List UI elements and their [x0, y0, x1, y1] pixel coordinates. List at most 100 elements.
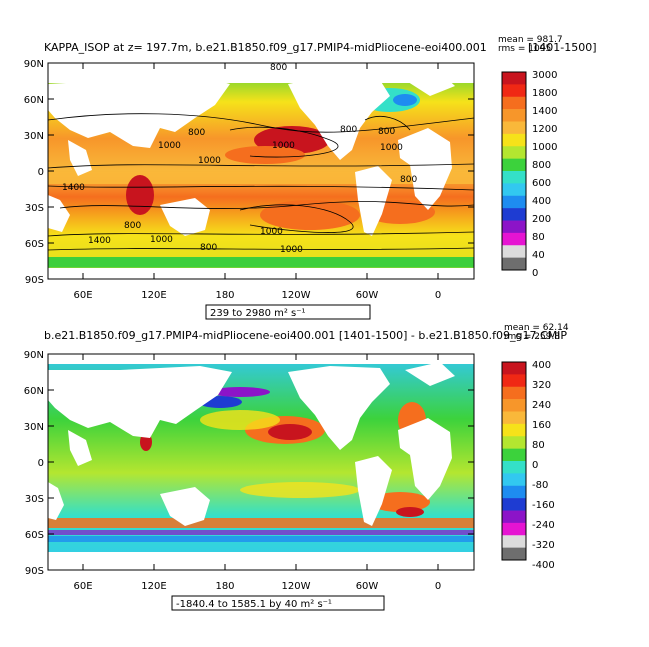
- panel2-rms: rms = 259.8: [504, 332, 560, 342]
- y-tick-label: 30S: [25, 494, 44, 505]
- colorbar-label: 400: [532, 360, 551, 371]
- panel2-sopac-yellow: [240, 482, 360, 498]
- panel2-npac-yellow: [200, 410, 280, 430]
- colorbar-label: 1400: [532, 106, 557, 117]
- colorbar-swatch: [502, 374, 526, 388]
- panel1-contours: [47, 113, 475, 251]
- panel1-colorbar-labels: 3000 1800 1400 1200 1000 800 600 400 200…: [532, 70, 557, 279]
- colorbar-swatch: [502, 362, 526, 375]
- colorbar-swatch: [502, 535, 526, 548]
- panel2-range-box: [171, 595, 385, 611]
- y-tick-label: 60N: [24, 386, 44, 397]
- colorbar-swatch: [502, 257, 526, 271]
- colorbar-label: -80: [532, 480, 548, 491]
- contour-label: 800: [188, 128, 205, 138]
- y-tick-label: 30N: [24, 131, 44, 142]
- colorbar-swatch: [502, 183, 526, 197]
- panel1-range-box: [205, 304, 371, 320]
- contour-label: 1000: [150, 235, 173, 245]
- colorbar-swatch: [502, 96, 526, 110]
- colorbar-label: -400: [532, 560, 555, 571]
- contour-label: 1000: [260, 227, 283, 237]
- colorbar-swatch: [502, 171, 526, 184]
- colorbar-swatch: [502, 121, 526, 135]
- x-tick-label: 120E: [141, 581, 166, 592]
- colorbar-swatch: [502, 399, 526, 412]
- x-tick-label: 120E: [141, 290, 166, 301]
- colorbar-label: 40: [532, 250, 545, 261]
- colorbar-label: 3000: [532, 70, 557, 81]
- colorbar-label: 1800: [532, 88, 557, 99]
- panel1-rms: rms = 1095: [498, 44, 551, 54]
- panel1-mean: mean = 981.7: [498, 35, 563, 45]
- colorbar-swatch: [502, 522, 526, 536]
- colorbar-swatch: [502, 232, 526, 246]
- colorbar-label: 0: [532, 460, 538, 471]
- y-tick-label: 30S: [25, 203, 44, 214]
- colorbar-label: -160: [532, 500, 555, 511]
- colorbar-swatch: [502, 436, 526, 449]
- y-tick-label: 0: [38, 458, 44, 469]
- colorbar-swatch: [502, 72, 526, 85]
- panel2-arctic-neg: [210, 387, 270, 397]
- colorbar-swatch: [502, 510, 526, 524]
- panel1-colorbar: [501, 71, 527, 271]
- y-tick-label: 60N: [24, 95, 44, 106]
- colorbar-swatch: [502, 84, 526, 98]
- x-tick-label: 60E: [73, 290, 92, 301]
- y-tick-label: 0: [38, 167, 44, 178]
- contour-label: 800: [124, 221, 141, 231]
- panel2-satl-max: [370, 492, 430, 512]
- panel1-y-labels: 90N 60N 30N 0 30S 60S 90S: [24, 59, 44, 286]
- panel2-mean: mean = 62.14: [504, 323, 569, 333]
- colorbar-frame: [501, 71, 527, 271]
- y-tick-label: 60S: [25, 239, 44, 250]
- colorbar-label: 320: [532, 380, 551, 391]
- y-tick-label: 30N: [24, 422, 44, 433]
- x-tick-label: 180: [215, 581, 234, 592]
- y-tick-label: 90N: [24, 350, 44, 361]
- contour-label: 800: [270, 63, 287, 73]
- panel1-antarctic-edge: [48, 257, 474, 267]
- panel2-range-label: -1840.4 to 1585.1 by 40 m² s⁻¹: [176, 599, 332, 610]
- x-tick-label: 0: [435, 290, 441, 301]
- colorbar-swatch: [502, 109, 526, 122]
- colorbar-label: 1000: [532, 142, 557, 153]
- panel2-colorbar-labels: 400 320 240 160 80 0 -80 -160 -240 -320 …: [532, 360, 555, 571]
- colorbar-swatch: [502, 411, 526, 425]
- panel1-southern-ocean: [48, 235, 474, 257]
- contour-label: 800: [340, 125, 357, 135]
- panel1-x-labels: 60E 120E 180 120W 60W 0: [73, 290, 441, 301]
- x-tick-label: 60W: [356, 290, 379, 301]
- panel1-range-label: 239 to 2980 m² s⁻¹: [210, 308, 306, 319]
- panel1-period: [1401-1500]: [528, 41, 597, 54]
- x-tick-label: 0: [435, 581, 441, 592]
- colorbar-label: -240: [532, 520, 555, 531]
- colorbar-frame: [501, 361, 527, 561]
- panel1-indian-max: [126, 175, 154, 215]
- panel2-y-labels: 90N 60N 30N 0 30S 60S 90S: [24, 350, 44, 577]
- contour-label: 800: [378, 127, 395, 137]
- colorbar-swatch: [502, 146, 526, 159]
- panel2-southern-red: [48, 518, 474, 528]
- colorbar-swatch: [502, 485, 526, 499]
- colorbar-swatch: [502, 473, 526, 487]
- y-tick-label: 90S: [25, 566, 44, 577]
- colorbar-label: 160: [532, 420, 551, 431]
- colorbar-label: 800: [532, 160, 551, 171]
- colorbar-swatch: [502, 220, 526, 234]
- x-tick-label: 60W: [356, 581, 379, 592]
- colorbar-label: -320: [532, 540, 555, 551]
- contour-label: 1400: [62, 183, 85, 193]
- panel1-ticks: [48, 62, 474, 280]
- colorbar-swatch: [502, 245, 526, 258]
- panel-difference: b.e21.B1850.f09_g17.PMIP4-midPliocene-eo…: [24, 323, 569, 611]
- panel2-colorbar: [501, 361, 527, 561]
- contour-label: 800: [200, 243, 217, 253]
- panel2-southern-blue: [48, 536, 474, 542]
- colorbar-label: 1200: [532, 124, 557, 135]
- panel2-southern-purple: [48, 530, 474, 535]
- colorbar-label: 400: [532, 196, 551, 207]
- colorbar-swatch: [502, 448, 526, 462]
